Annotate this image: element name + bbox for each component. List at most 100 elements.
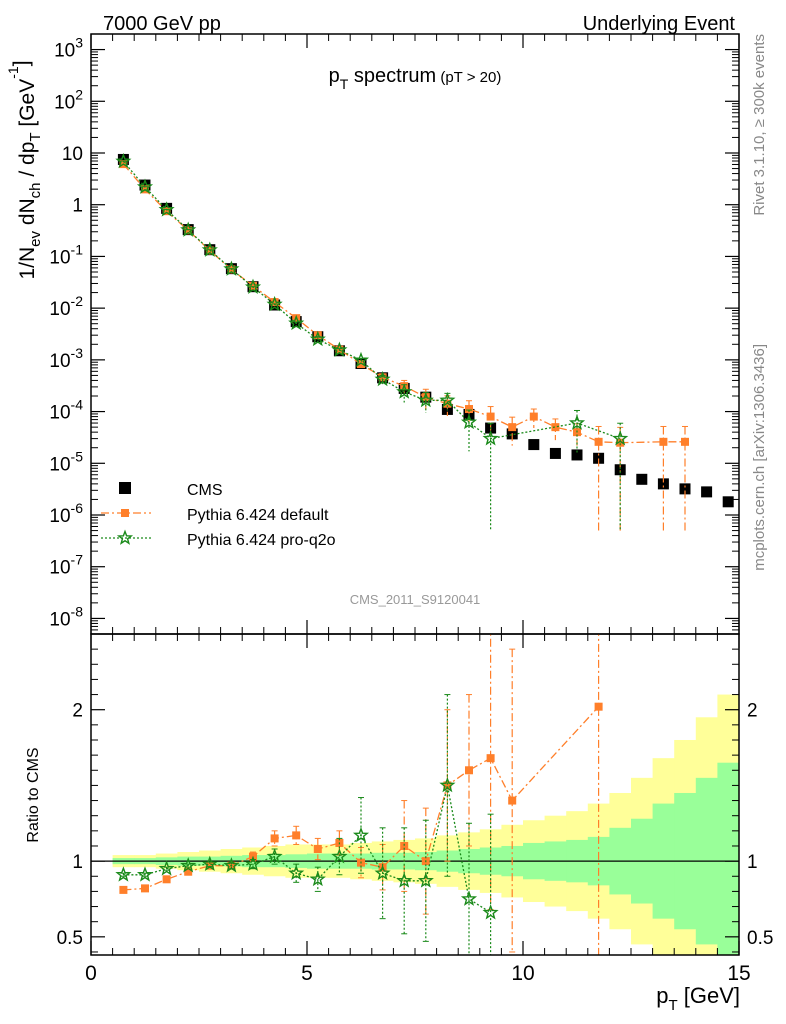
x-tick-label: 10 (511, 962, 534, 985)
main-y-tick-label: 1 (72, 196, 83, 217)
main-plot-area (115, 152, 734, 531)
ratio-marker-default (184, 867, 193, 876)
main-marker-pro-q2o (439, 391, 456, 408)
main-y-tick-label: 10-7 (49, 552, 83, 579)
main-marker-pro-q2o (417, 391, 434, 408)
main-marker-default (529, 412, 538, 421)
ratio-marker-default (292, 831, 301, 840)
legend-label-pro-q2o: Pythia 6.424 pro-q2o (187, 532, 336, 549)
ratio-y-tick-label-right: 2 (747, 701, 758, 722)
main-y-tick-label: 10-6 (49, 500, 83, 527)
main-y-tick-label: 10-5 (49, 448, 83, 475)
side-label-bottom: mcplots.cern.ch [arXiv:1306.3436] (751, 344, 768, 571)
ratio-marker-pro-q2o (201, 855, 218, 872)
main-marker-pro-q2o (158, 201, 175, 217)
cms-data-point (701, 486, 713, 498)
ratio-marker-pro-q2o (460, 890, 478, 906)
ratio-marker-default (270, 834, 279, 843)
main-marker-pro-q2o (244, 278, 262, 294)
ratio-series-line (123, 785, 491, 914)
main-marker-pro-q2o (309, 330, 326, 347)
main-y-tick-label: 10-3 (49, 345, 83, 372)
legend-label-default: Pythia 6.424 default (187, 507, 329, 524)
main-marker-default (465, 405, 473, 414)
side-label-top: Rivet 3.1.10, ≥ 300k events (751, 34, 768, 216)
ratio-y-axis-label: Ratio to CMS (25, 747, 42, 842)
ratio-marker-default (141, 884, 149, 893)
cms-data-point (722, 496, 734, 508)
main-y-tick-label: 10-1 (49, 241, 83, 268)
main-y-axis-label: 1/Nev dNch / dpT [GeV-1] (5, 60, 44, 279)
x-tick-label: 0 (85, 962, 97, 985)
ratio-marker-pro-q2o (136, 866, 154, 882)
main-marker-pro-q2o (180, 221, 197, 237)
ratio-marker-default (486, 754, 495, 763)
main-y-tick-label: 10-2 (49, 293, 83, 320)
main-marker-pro-q2o (331, 341, 348, 357)
cms-data-point (117, 153, 129, 165)
main-marker-default (162, 207, 171, 216)
main-series-line (122, 163, 685, 444)
main-panel: 10-8 10-7 10-6 10-5 10-4 10-3 10-2 10-1 1 10 102 10… (5, 33, 740, 635)
main-marker-pro-q2o (115, 152, 132, 169)
ratio-marker-default (400, 841, 409, 850)
main-marker-pro-q2o (482, 430, 499, 446)
ratio-marker-default (443, 781, 452, 790)
main-marker-default (616, 438, 625, 447)
ratio-marker-pro-q2o (115, 866, 132, 882)
header-left: 7000 GeV pp (103, 13, 221, 35)
cms-data-point (593, 452, 605, 464)
ratio-marker-pro-q2o (244, 855, 262, 872)
ratio-marker-pro-q2o (309, 870, 326, 887)
legend-marker-default (121, 509, 129, 517)
ratio-marker-pro-q2o (223, 857, 240, 873)
main-marker-default (508, 423, 517, 432)
legend-marker-pro-q2o (116, 529, 134, 545)
ratio-marker-default (205, 861, 214, 870)
main-marker-default (270, 298, 279, 307)
legend: CMS Pythia 6.424 default Pythia 6.424 pro-… (101, 482, 336, 549)
main-marker-pro-q2o (374, 370, 391, 387)
ratio-y-tick-label-right: 1 (747, 852, 758, 873)
main-marker-pro-q2o (612, 430, 629, 446)
ratio-marker-pro-q2o (482, 904, 499, 920)
ratio-marker-pro-q2o (158, 860, 175, 876)
ratio-y-tick-label-right: 0.5 (747, 928, 773, 949)
main-marker-default (249, 281, 257, 290)
main-marker-default (659, 437, 668, 446)
ratio-panel: 0 5 10 15 0.5 0.5 1 1 2 2 Ratio to CMS pT [GeV] (25, 633, 773, 1014)
ratio-marker-pro-q2o (288, 864, 305, 881)
legend-marker-cms (119, 482, 131, 494)
main-marker-default (551, 423, 560, 432)
cms-data-point (636, 473, 648, 485)
cms-data-point (657, 478, 669, 490)
main-y-tick-label: 10-4 (49, 397, 83, 424)
ratio-marker-default (508, 796, 517, 805)
main-marker-default (313, 331, 322, 340)
analysis-tag: CMS_2011_S9120041 (350, 592, 481, 607)
ratio-marker-pro-q2o (352, 826, 370, 843)
main-marker-default (594, 437, 603, 446)
ratio-marker-default (465, 766, 473, 775)
main-marker-default (357, 360, 365, 369)
main-y-tick-label: 10-8 (49, 603, 83, 630)
cms-data-point (614, 464, 626, 476)
ratio-marker-pro-q2o (266, 848, 283, 864)
main-marker-pro-q2o (201, 241, 218, 257)
x-axis-label: pT [GeV] (656, 983, 740, 1014)
ratio-y-tick-label: 2 (72, 701, 83, 722)
main-y-tick-label: 103 (54, 35, 83, 62)
main-series-line (122, 160, 621, 440)
ratio-marker-pro-q2o (180, 857, 197, 873)
inner-uncertainty-band (717, 762, 739, 955)
ratio-marker-default (594, 702, 603, 711)
ratio-y-tick-label: 0.5 (57, 928, 83, 949)
cms-data-point (528, 439, 540, 451)
main-marker-pro-q2o (460, 413, 478, 430)
header-right: Underlying Event (583, 13, 736, 35)
main-marker-pro-q2o (223, 260, 240, 276)
ratio-marker-pro-q2o (417, 872, 434, 888)
main-y-tick-label: 102 (54, 86, 83, 113)
main-y-tick-label: 10 (62, 144, 83, 165)
cms-data-point (139, 179, 151, 191)
